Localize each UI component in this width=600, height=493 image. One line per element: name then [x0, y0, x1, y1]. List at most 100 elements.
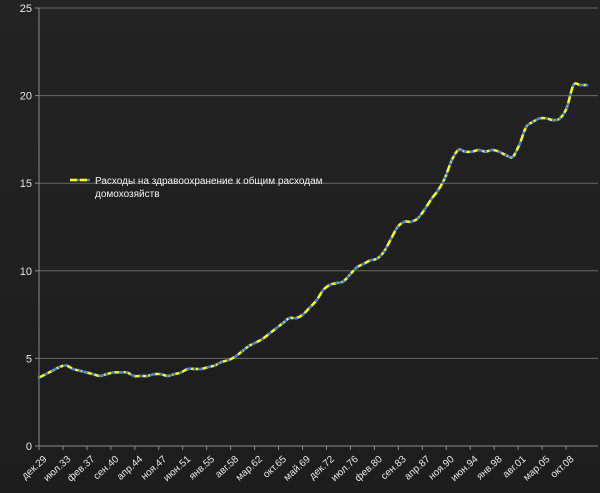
- data-point: [145, 374, 149, 378]
- data-point: [57, 365, 61, 369]
- data-point: [112, 371, 115, 374]
- y-tick-label: 10: [20, 266, 32, 278]
- legend: Расходы на здравоохранение к общим расхо…: [70, 175, 323, 200]
- x-tick-label: апр.44: [115, 454, 145, 483]
- data-point: [457, 148, 460, 152]
- data-point: [254, 341, 257, 345]
- data-point: [166, 374, 169, 378]
- data-point: [37, 376, 41, 380]
- data-point: [301, 313, 305, 316]
- data-point: [44, 372, 48, 376]
- data-point: [443, 176, 447, 180]
- data-point: [118, 371, 122, 374]
- x-tick-label: сен.40: [92, 454, 122, 483]
- data-point: [450, 159, 454, 162]
- data-point: [409, 220, 413, 224]
- x-tick-label: мар.05: [521, 454, 552, 484]
- data-point: [497, 150, 501, 154]
- data-point: [139, 374, 142, 378]
- data-point: [172, 372, 176, 376]
- data-point: [193, 367, 197, 371]
- data-point: [348, 272, 352, 276]
- y-tick-label: 5: [26, 353, 32, 365]
- data-point: [98, 374, 102, 378]
- data-point: [105, 372, 109, 376]
- legend-label: Расходы на здравоохранение к общим расхо…: [95, 175, 323, 187]
- data-point: [267, 332, 271, 336]
- x-tick-label: апр.87: [403, 454, 433, 483]
- x-tick-label: янв.98: [475, 454, 505, 483]
- data-point: [233, 355, 237, 359]
- data-point: [558, 116, 562, 120]
- x-tick-label: мар.62: [234, 454, 265, 484]
- series-line: [38, 82, 587, 379]
- data-point: [369, 258, 372, 262]
- y-tick-label: 20: [20, 91, 32, 103]
- y-tick-label: 25: [20, 3, 32, 15]
- data-point: [71, 367, 75, 371]
- data-point: [524, 125, 528, 129]
- data-point: [84, 371, 88, 374]
- series-layer: [37, 82, 589, 380]
- data-point: [342, 279, 345, 283]
- data-point: [152, 372, 156, 376]
- data-point: [220, 360, 224, 364]
- data-point: [423, 208, 427, 211]
- y-tick-label: 0: [26, 441, 32, 453]
- y-tick-label: 15: [20, 178, 32, 190]
- data-point: [477, 148, 481, 152]
- data-point: [389, 237, 393, 241]
- data-point: [260, 337, 264, 341]
- data-point: [511, 155, 514, 159]
- data-point: [294, 316, 298, 320]
- data-point: [199, 367, 203, 371]
- x-tick-label: сен.83: [379, 454, 409, 483]
- data-point: [91, 372, 95, 376]
- data-point: [362, 262, 366, 266]
- data-point: [78, 369, 81, 373]
- axes: [38, 8, 598, 447]
- x-tick-label: фев.80: [352, 453, 385, 484]
- x-tick-label: июн.94: [449, 454, 481, 484]
- data-point: [531, 120, 535, 124]
- data-point: [321, 288, 325, 292]
- data-point: [335, 281, 339, 285]
- data-point: [484, 150, 487, 154]
- data-point: [213, 364, 217, 367]
- x-tick-label: фев.37: [65, 453, 98, 484]
- x-tick-label: май.69: [282, 454, 313, 484]
- data-point: [396, 225, 399, 229]
- data-point: [402, 220, 406, 224]
- data-point: [206, 365, 210, 369]
- x-tick-label: окт.08: [549, 454, 577, 481]
- x-axis-ticks: дек.29июл.33фев.37сен.40апр.44ноя.47июн.…: [20, 446, 577, 484]
- data-point: [551, 118, 555, 122]
- data-point: [227, 358, 230, 362]
- data-point: [179, 371, 183, 374]
- data-point: [159, 372, 163, 376]
- data-point: [572, 83, 575, 87]
- data-point: [517, 143, 521, 147]
- gridlines: [39, 7, 598, 359]
- data-point: [470, 150, 474, 154]
- data-point: [64, 364, 68, 367]
- data-point: [308, 306, 312, 309]
- data-point: [287, 316, 291, 320]
- data-point: [463, 150, 467, 154]
- data-point: [375, 257, 379, 260]
- data-point: [585, 83, 589, 87]
- data-point: [186, 367, 190, 371]
- legend-label: домохозяйств: [95, 189, 160, 200]
- data-point: [382, 250, 386, 253]
- data-point: [125, 371, 129, 374]
- data-point: [274, 327, 278, 331]
- data-point: [429, 197, 433, 201]
- x-tick-label: янв.55: [187, 454, 217, 483]
- y-axis-ticks: 0 5 10 15 20 25: [20, 3, 39, 453]
- data-point: [436, 188, 440, 192]
- x-tick-label: июн.51: [162, 454, 194, 484]
- data-point: [240, 349, 244, 353]
- data-point: [545, 116, 548, 120]
- data-point: [355, 265, 359, 269]
